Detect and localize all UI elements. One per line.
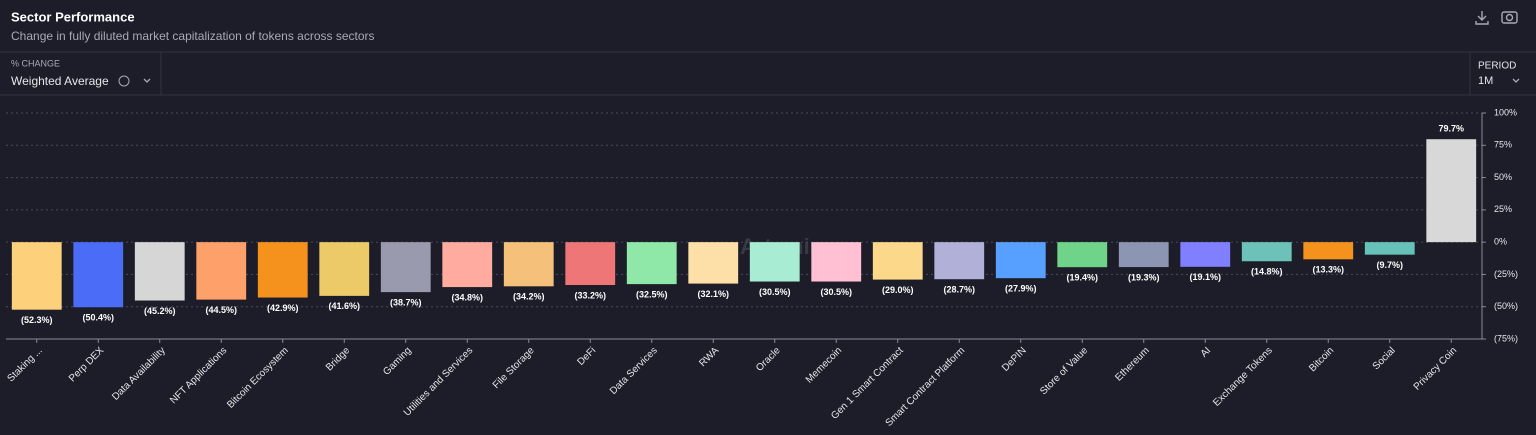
value-label: (19.3%) (1128, 272, 1160, 282)
y-tick-label: (25%) (1494, 269, 1518, 279)
value-label: (19.1%) (1189, 272, 1221, 282)
bar (257, 242, 308, 298)
value-label: (27.9%) (1005, 284, 1037, 294)
bar (1241, 242, 1292, 262)
value-label: (30.5%) (759, 287, 791, 297)
control-value[interactable]: Weighted Average (11, 74, 109, 88)
control-label: PERIOD (1478, 61, 1516, 72)
bar (749, 242, 800, 282)
value-label: 79.7% (1438, 124, 1464, 134)
bar (1426, 139, 1477, 243)
value-label: (52.3%) (21, 315, 53, 325)
y-tick-label: 100% (1494, 107, 1517, 117)
chart-subtitle: Change in fully diluted market capitaliz… (11, 29, 375, 43)
control-value[interactable]: 1M (1478, 75, 1493, 87)
value-label: (13.3%) (1312, 265, 1344, 275)
bar (565, 242, 616, 286)
info-icon[interactable] (118, 75, 130, 87)
camera-icon[interactable] (1501, 11, 1518, 24)
bar (380, 242, 431, 293)
bar (11, 242, 62, 310)
control-label: % CHANGE (11, 58, 60, 68)
bar (1303, 242, 1354, 260)
bar (319, 242, 370, 296)
value-label: (34.8%) (451, 292, 483, 302)
value-label: (14.8%) (1251, 267, 1283, 277)
value-label: (34.2%) (513, 292, 545, 302)
bar (1180, 242, 1231, 267)
bar (1118, 242, 1169, 268)
bar (626, 242, 677, 285)
value-label: (19.4%) (1066, 273, 1098, 283)
value-label: (44.5%) (205, 305, 237, 315)
value-label: (38.7%) (390, 297, 422, 307)
y-tick-label: (50%) (1494, 301, 1518, 311)
y-tick-label: 25% (1494, 204, 1512, 214)
value-label: (42.9%) (267, 303, 299, 313)
value-label: (33.2%) (574, 290, 606, 300)
value-label: (50.4%) (82, 313, 114, 323)
chevron[interactable] (143, 78, 151, 83)
value-label: (32.1%) (697, 289, 729, 299)
value-label: (29.0%) (882, 285, 914, 295)
bar (196, 242, 247, 300)
bar (934, 242, 985, 280)
bar (503, 242, 554, 287)
y-tick-label: 50% (1494, 172, 1512, 182)
bar (442, 242, 493, 288)
bar (73, 242, 124, 308)
bar (872, 242, 923, 280)
chart-title: Sector Performance (11, 9, 135, 24)
bar (688, 242, 739, 284)
y-tick-label: 0% (1494, 237, 1507, 247)
value-label: (30.5%) (820, 287, 852, 297)
bar (1364, 242, 1415, 255)
bar (811, 242, 862, 282)
value-label: (28.7%) (943, 285, 975, 295)
bar (1057, 242, 1108, 268)
bar (134, 242, 185, 301)
y-tick-label: (75%) (1494, 333, 1518, 343)
value-label: (32.5%) (636, 289, 668, 299)
chevron[interactable] (1512, 78, 1520, 83)
download-icon[interactable] (1475, 11, 1489, 25)
value-label: (45.2%) (144, 306, 176, 316)
value-label: (9.7%) (1376, 260, 1403, 270)
value-label: (41.6%) (328, 301, 360, 311)
y-tick-label: 75% (1494, 140, 1512, 150)
bar (995, 242, 1046, 279)
